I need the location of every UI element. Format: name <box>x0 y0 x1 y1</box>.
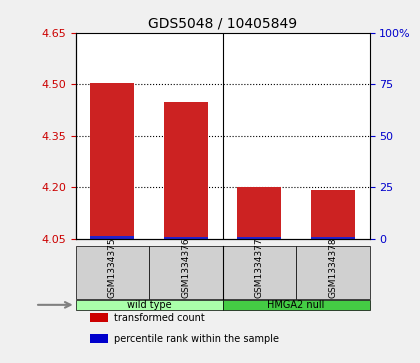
Bar <box>311 190 355 239</box>
FancyBboxPatch shape <box>223 246 296 299</box>
FancyBboxPatch shape <box>149 246 223 299</box>
Text: HMGA2 null: HMGA2 null <box>268 300 325 310</box>
Bar <box>90 334 108 343</box>
FancyBboxPatch shape <box>76 300 223 310</box>
Text: percentile rank within the sample: percentile rank within the sample <box>114 334 279 344</box>
Text: GSM1334376: GSM1334376 <box>181 237 190 298</box>
Text: transformed count: transformed count <box>114 313 205 323</box>
FancyBboxPatch shape <box>223 300 370 310</box>
Bar <box>237 237 281 239</box>
FancyBboxPatch shape <box>296 246 370 299</box>
FancyBboxPatch shape <box>76 246 149 299</box>
Bar <box>164 102 208 239</box>
Text: GSM1334377: GSM1334377 <box>255 237 264 298</box>
Bar <box>90 313 108 322</box>
Bar <box>164 237 208 239</box>
Title: GDS5048 / 10405849: GDS5048 / 10405849 <box>148 16 297 30</box>
Bar <box>90 83 134 239</box>
Text: GSM1334378: GSM1334378 <box>328 237 337 298</box>
Bar <box>311 237 355 239</box>
Text: wild type: wild type <box>127 300 171 310</box>
Bar <box>237 187 281 239</box>
Text: GSM1334375: GSM1334375 <box>108 237 117 298</box>
Bar <box>90 236 134 239</box>
